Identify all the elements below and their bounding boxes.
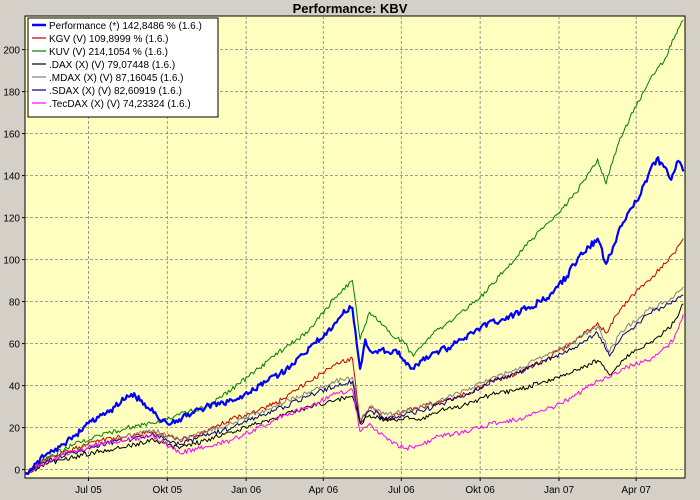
series-line-2 bbox=[24, 19, 684, 475]
y-tick-label: 100 bbox=[3, 256, 20, 267]
series-line-0 bbox=[24, 156, 685, 475]
legend-box bbox=[27, 17, 219, 118]
y-axis-ticks: 0 20 40 60 80 100 120 140 160 180 200 bbox=[3, 46, 25, 477]
y-tick-label: 200 bbox=[3, 46, 20, 57]
y-tick-label: 40 bbox=[9, 382, 21, 393]
gridlines bbox=[25, 16, 685, 478]
legend-label: .TecDAX (X) (V) 74,23324 (1.6.) bbox=[49, 99, 191, 110]
x-tick-label: Okt 05 bbox=[153, 485, 183, 496]
series-line-4 bbox=[24, 286, 684, 475]
chart-title: Performance: KBV bbox=[292, 1, 408, 16]
x-tick-label: Apr 06 bbox=[309, 485, 339, 496]
series-line-3 bbox=[24, 303, 684, 475]
legend-label: KGV (V) 109,8999 % (1.6.) bbox=[49, 34, 169, 45]
series-line-1 bbox=[24, 238, 684, 475]
legend-label: Performance (*) 142,8486 % (1.6.) bbox=[49, 21, 202, 32]
legend-label: .SDAX (X) (V) 82,60919 (1.6.) bbox=[49, 86, 182, 97]
x-tick-label: Apr 07 bbox=[621, 485, 651, 496]
x-axis-ticks: Jul 05 Okt 05 Jan 06 Apr 06 Jul 06 Okt 06 Jan … bbox=[75, 478, 651, 496]
legend-label: KUV (V) 214,1054 % (1.6.) bbox=[49, 47, 168, 58]
y-tick-label: 140 bbox=[3, 172, 20, 183]
legend-label: .MDAX (X) (V) 87,16045 (1.6.) bbox=[49, 73, 184, 84]
y-tick-label: 160 bbox=[3, 130, 20, 141]
x-tick-label: Jan 06 bbox=[231, 485, 261, 496]
y-tick-label: 120 bbox=[3, 214, 20, 225]
series-lines bbox=[24, 19, 685, 475]
y-tick-label: 20 bbox=[9, 424, 21, 435]
y-tick-label: 80 bbox=[9, 298, 21, 309]
y-tick-label: 180 bbox=[3, 88, 20, 99]
x-tick-label: Okt 06 bbox=[465, 485, 495, 496]
series-line-6 bbox=[24, 314, 684, 475]
legend-label: .DAX (X) (V) 79,07448 (1.6.) bbox=[49, 60, 175, 71]
x-tick-label: Jan 07 bbox=[544, 485, 574, 496]
y-tick-label: 60 bbox=[9, 340, 21, 351]
x-tick-label: Jul 05 bbox=[75, 485, 102, 496]
legend: Performance (*) 142,8486 % (1.6.) KGV (V)… bbox=[27, 17, 219, 118]
x-tick-label: Jul 06 bbox=[388, 485, 415, 496]
y-tick-label: 0 bbox=[14, 466, 20, 477]
